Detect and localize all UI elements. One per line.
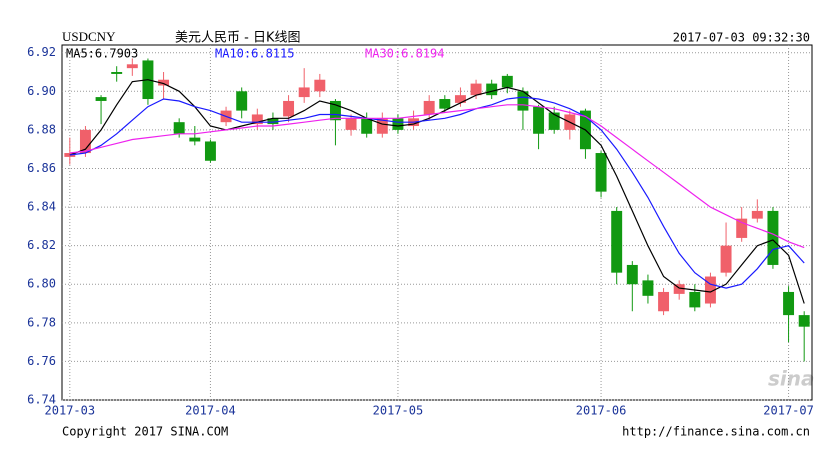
candle-body <box>158 79 170 86</box>
candle-body <box>345 118 357 130</box>
candle-body <box>533 106 545 134</box>
y-tick-label: 6.82 <box>27 238 56 252</box>
legend-label: MA5:6.7903 <box>66 47 138 61</box>
y-tick-label: 6.78 <box>27 315 56 329</box>
candle-body <box>673 284 685 294</box>
candle-body <box>626 264 638 285</box>
y-tick-label: 6.86 <box>27 161 56 175</box>
timestamp: 2017-07-03 09:32:30 <box>673 31 810 45</box>
candle-body <box>501 75 513 88</box>
copyright: Copyright 2017 SINA.COM <box>62 425 228 439</box>
ma-line <box>69 79 805 304</box>
candle-body <box>439 99 451 109</box>
candle-body <box>704 276 716 304</box>
candle-body <box>267 118 279 125</box>
ma-line <box>69 104 805 249</box>
candle-body <box>298 87 310 98</box>
candle-body <box>658 291 670 312</box>
candle-body <box>95 97 107 101</box>
candle-body <box>611 210 623 273</box>
candle-body <box>642 280 654 296</box>
candle-body <box>204 141 216 161</box>
candle-body <box>595 153 607 192</box>
candle-body <box>689 291 701 308</box>
y-tick-label: 6.92 <box>27 45 56 59</box>
y-tick-label: 6.80 <box>27 277 56 291</box>
candle-body <box>251 114 263 125</box>
y-tick-label: 6.74 <box>27 393 56 407</box>
x-tick-label: 2017-05 <box>373 404 424 418</box>
x-tick-label: 2017-04 <box>185 404 236 418</box>
candle-body <box>329 100 341 121</box>
y-tick-label: 6.84 <box>27 200 56 214</box>
x-tick-label: 2017-07 <box>763 404 814 418</box>
candle-body <box>392 118 404 130</box>
x-tick-label: 2017-06 <box>576 404 627 418</box>
candle-body <box>361 118 373 134</box>
candle-body <box>736 218 748 238</box>
x-tick-label: 2017-03 <box>45 404 96 418</box>
candle-body <box>767 210 779 265</box>
candle-body <box>79 129 91 154</box>
candle-body <box>111 72 123 74</box>
candle-body <box>126 64 138 69</box>
plot-frame <box>61 44 813 401</box>
candle-body <box>283 100 295 117</box>
y-tick-label: 6.90 <box>27 84 56 98</box>
candle-body <box>470 83 482 96</box>
candle-body <box>173 122 185 134</box>
y-tick-label: 6.76 <box>27 354 56 368</box>
candle-body <box>314 79 326 92</box>
candle-body <box>236 91 248 111</box>
candle-body <box>423 100 435 115</box>
candle-body <box>376 118 388 134</box>
candle-body <box>548 112 560 130</box>
y-tick-label: 6.88 <box>27 122 56 136</box>
chart-title: 美元人民币 - 日K线图 <box>175 31 300 46</box>
ticker: USDCNY <box>62 29 116 44</box>
candle-body <box>486 83 498 96</box>
candle-body <box>798 315 810 327</box>
source: http://finance.sina.com.cn <box>622 425 810 439</box>
watermark: sina <box>768 367 815 391</box>
legend-label: MA10:6.8115 <box>215 47 294 61</box>
candle-body <box>751 210 763 219</box>
candle-body <box>189 137 201 142</box>
ma-line <box>69 96 805 289</box>
candle-body <box>720 245 732 273</box>
candle-body <box>517 91 529 111</box>
candle-body <box>454 95 466 103</box>
legend-label: MA30:6.8194 <box>365 47 444 61</box>
candle-body <box>783 291 795 316</box>
